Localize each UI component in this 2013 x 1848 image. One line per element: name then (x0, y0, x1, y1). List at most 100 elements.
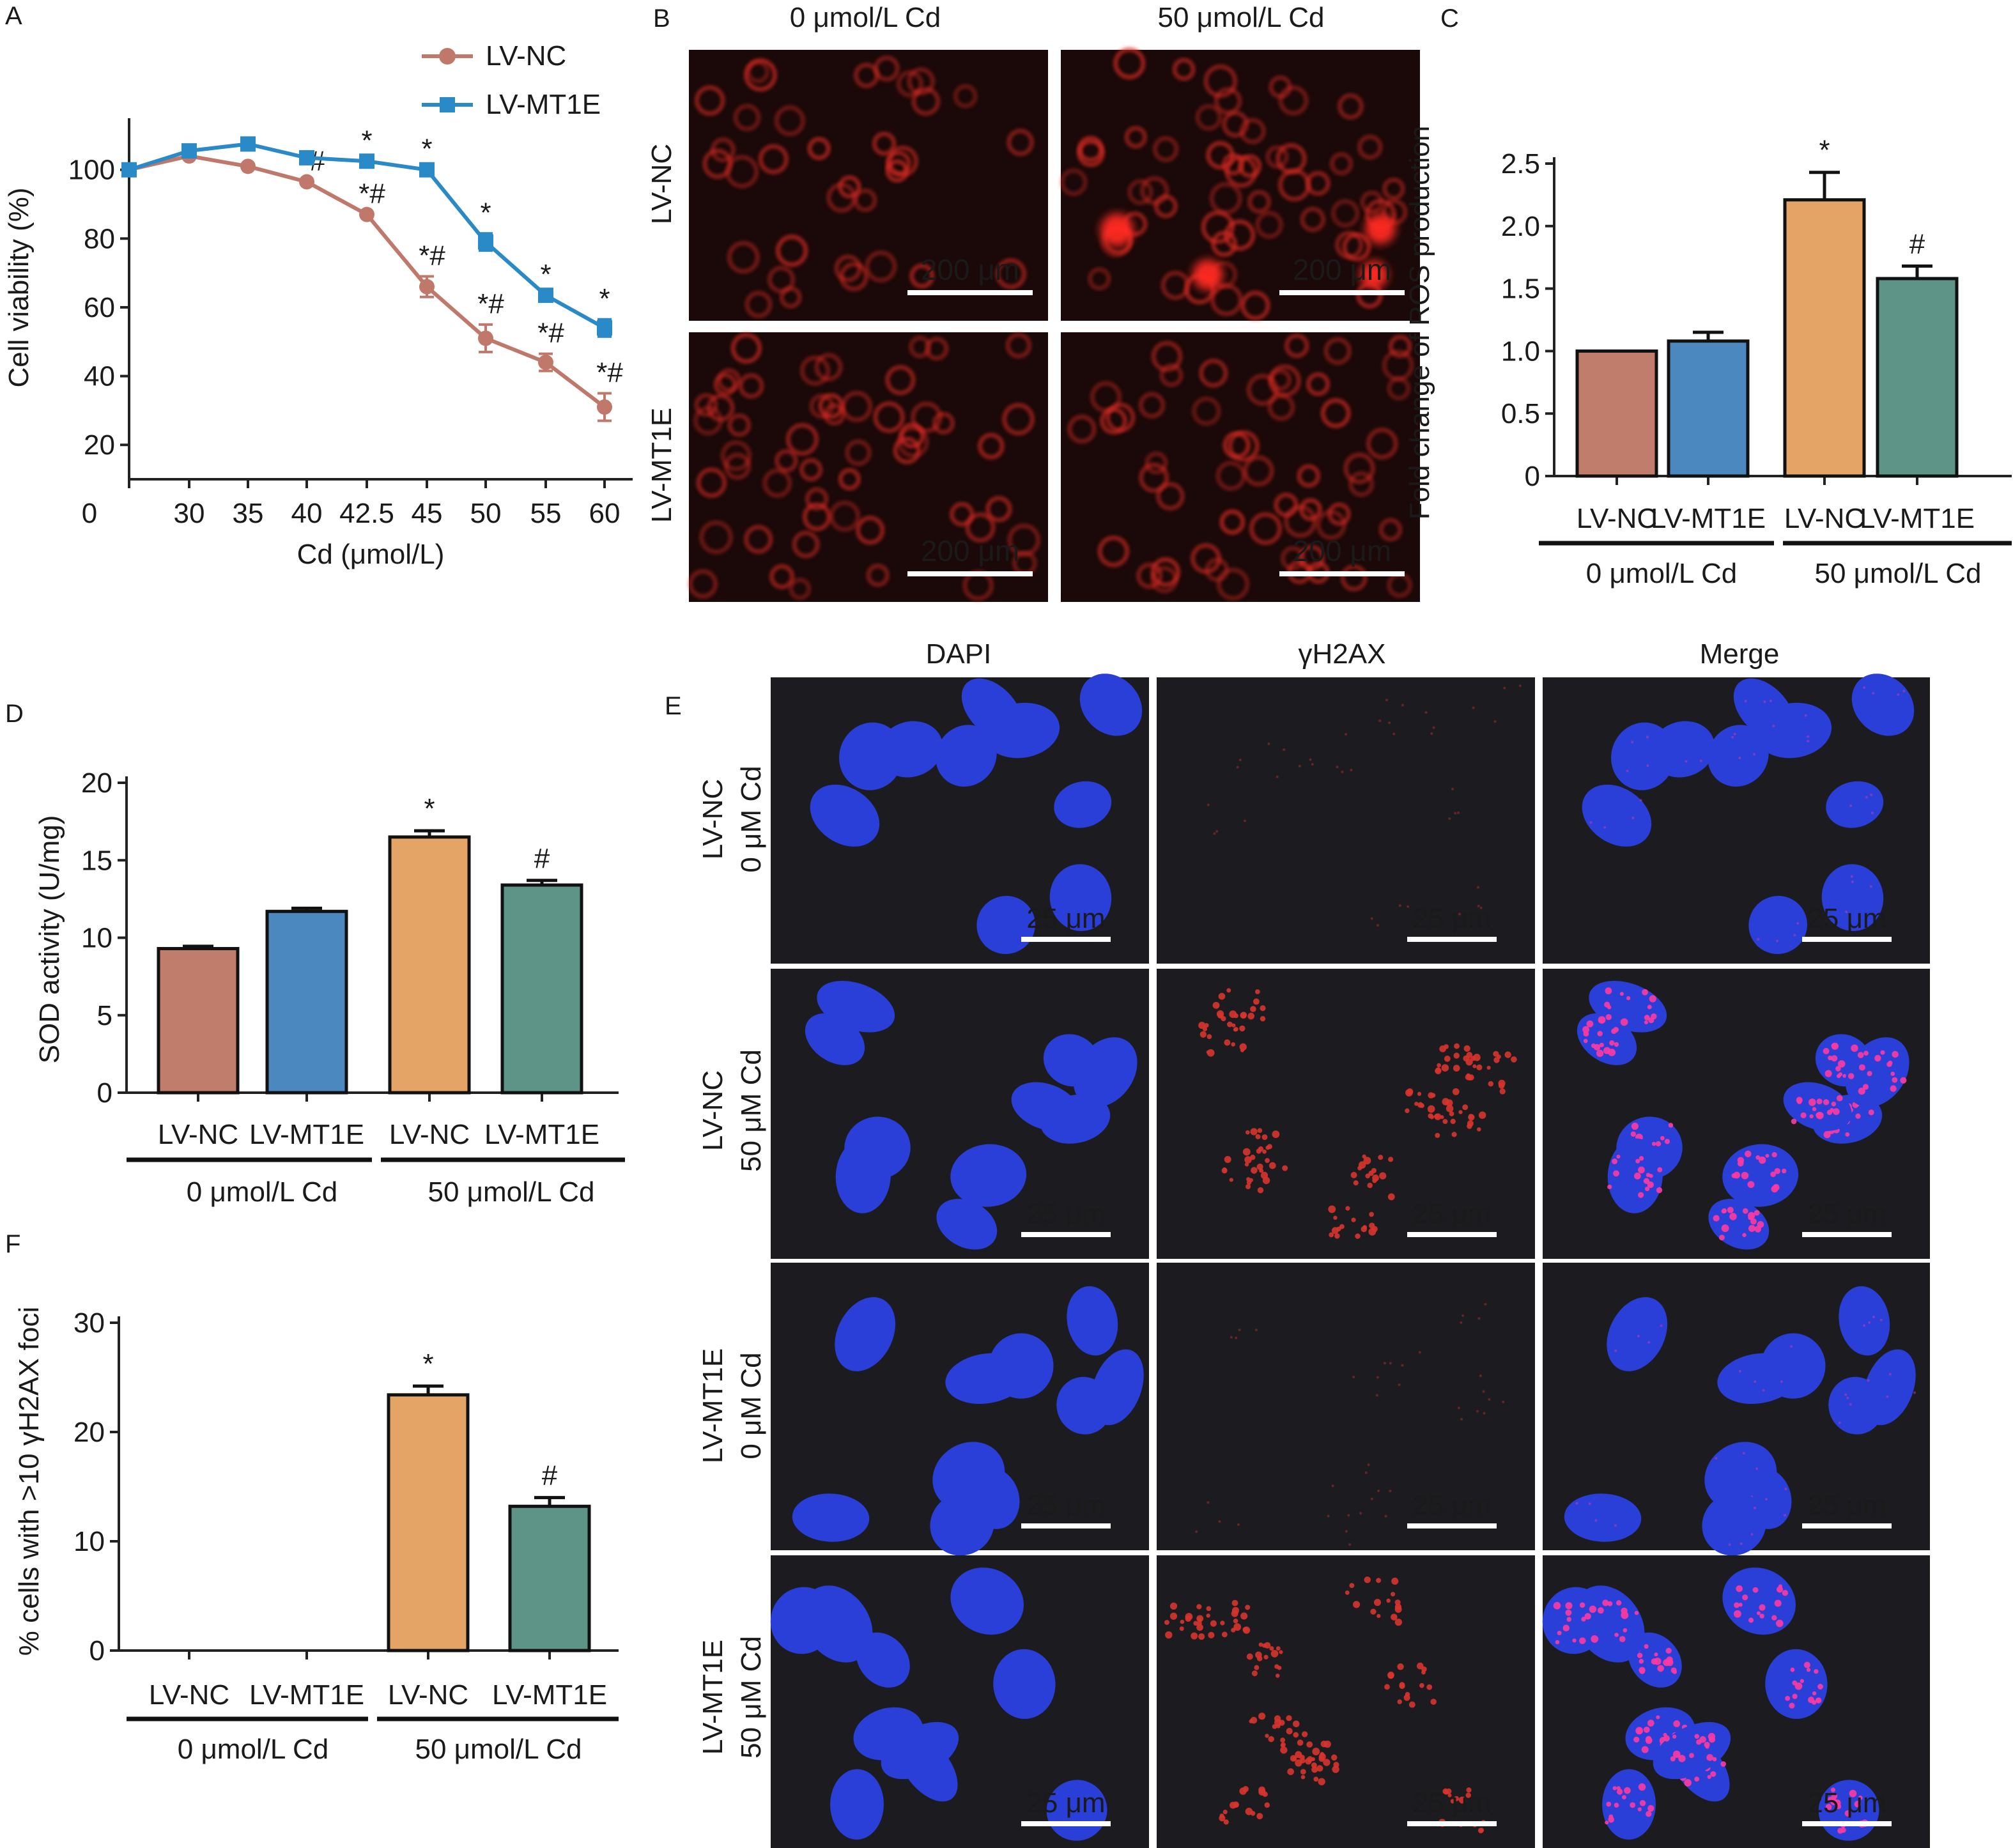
foci-dot (1804, 714, 1807, 717)
foci-dot (1614, 1349, 1617, 1352)
foci-dot (1293, 1732, 1299, 1738)
foci-dot (1596, 1049, 1604, 1057)
cell-ring (865, 250, 897, 282)
foci-dot (1863, 1324, 1866, 1327)
cell-ring (739, 373, 764, 399)
foci-dot (1812, 1700, 1817, 1705)
foci-dot (1599, 1042, 1604, 1047)
foci-dot (1217, 1012, 1224, 1019)
cell-ring (786, 423, 819, 456)
cell-ring (838, 175, 861, 199)
foci-dot (1902, 689, 1906, 693)
foci-dot (1373, 1599, 1382, 1606)
foci-dot (1828, 1055, 1833, 1061)
cell-ring (953, 84, 978, 108)
foci-dot (1606, 1801, 1612, 1807)
foci-dot (1345, 733, 1348, 736)
foci-dot (1557, 1630, 1562, 1636)
foci-dot (1408, 1701, 1415, 1708)
foci-dot (1254, 1328, 1258, 1332)
foci-dot (1498, 1082, 1505, 1089)
foci-dot (1383, 1362, 1386, 1365)
foci-dot (1444, 1789, 1449, 1795)
foci-dot (1651, 1141, 1656, 1146)
data-point-lvmt1e (538, 288, 553, 304)
nucleus (1717, 1353, 1799, 1405)
foci-dot (1347, 1514, 1350, 1517)
panel-e-row-0-line-1: LV-NC (697, 779, 729, 859)
foci-dot (1758, 1156, 1766, 1164)
foci-dot (1345, 1590, 1350, 1595)
foci-dot (1616, 1600, 1622, 1606)
foci-dot (1311, 1766, 1318, 1773)
cell-ring (805, 488, 828, 511)
foci-dot (1378, 719, 1382, 722)
foci-dot (1351, 1217, 1356, 1222)
scale-bar-label: 25 μm (1412, 1490, 1491, 1521)
cell-ring (1341, 564, 1368, 592)
foci-dot (1453, 1052, 1460, 1059)
foci-dot (1722, 1208, 1727, 1213)
cell-ring (1136, 562, 1162, 589)
foci-dot (1452, 1088, 1460, 1095)
foci-dot (1250, 1155, 1256, 1160)
foci-dot (1654, 1652, 1658, 1657)
foci-dot (1769, 699, 1772, 702)
foci-dot (1258, 1713, 1266, 1720)
panel-letter-a: A (5, 2, 22, 30)
foci-dot (1792, 1693, 1798, 1699)
foci-dot (1555, 1640, 1560, 1645)
foci-dot (1207, 1501, 1210, 1504)
foci-dot (1458, 1110, 1463, 1114)
foci-dot (1323, 1759, 1330, 1766)
foci-dot (1197, 1621, 1202, 1626)
foci-dot (1791, 1118, 1797, 1125)
foci-dot (1218, 992, 1226, 1000)
foci-dot (1511, 1056, 1517, 1063)
foci-dot (1851, 1044, 1858, 1052)
foci-dot (1673, 1720, 1681, 1727)
foci-dot (1747, 1181, 1755, 1189)
bar (157, 946, 240, 1095)
nucleus (950, 1567, 1024, 1635)
nucleus (1863, 1349, 1916, 1426)
foci-dot (1238, 1328, 1241, 1332)
nucleus (1067, 1286, 1118, 1356)
foci-dot (1647, 1805, 1654, 1812)
cell-ring (1306, 372, 1330, 396)
foci-dot (1638, 1166, 1645, 1174)
foci-dot (1348, 1543, 1352, 1546)
foci-dot (1807, 735, 1810, 738)
scale-bar (1407, 1232, 1497, 1237)
category-label: LV-NC (149, 1679, 229, 1711)
foci-dot (1858, 1795, 1863, 1800)
foci-dot (1849, 1403, 1852, 1406)
cell-ring (1002, 403, 1035, 435)
foci-dot (1704, 1741, 1710, 1748)
foci-dot (1742, 1594, 1748, 1601)
scale-bar-label: 200 μm (1293, 253, 1391, 286)
foci-dot (1185, 1613, 1193, 1621)
foci-dot (1858, 1064, 1865, 1071)
foci-dot (1750, 1218, 1757, 1225)
x-tick-label: 45 (412, 498, 443, 529)
foci-dot (1407, 905, 1410, 908)
nucleus (1073, 1037, 1138, 1107)
foci-dot (1458, 912, 1461, 916)
cell-ring (780, 286, 802, 309)
foci-dot (1619, 1636, 1626, 1642)
foci-dot (1809, 1114, 1814, 1119)
nucleus (1722, 1567, 1796, 1635)
foci-dot (1450, 1118, 1456, 1125)
panel-letter-f: F (5, 1230, 20, 1258)
category-label: LV-MT1E (249, 1119, 364, 1150)
cell-ring (932, 412, 955, 435)
cell-ring (803, 502, 831, 531)
foci-dot (1379, 1172, 1387, 1180)
foci-dot (1454, 1043, 1460, 1049)
foci-dot (1392, 732, 1396, 735)
foci-dot (1620, 1018, 1628, 1026)
foci-dot (1233, 1623, 1242, 1631)
cell-ring (1140, 176, 1169, 205)
foci-dot (1639, 1156, 1644, 1161)
